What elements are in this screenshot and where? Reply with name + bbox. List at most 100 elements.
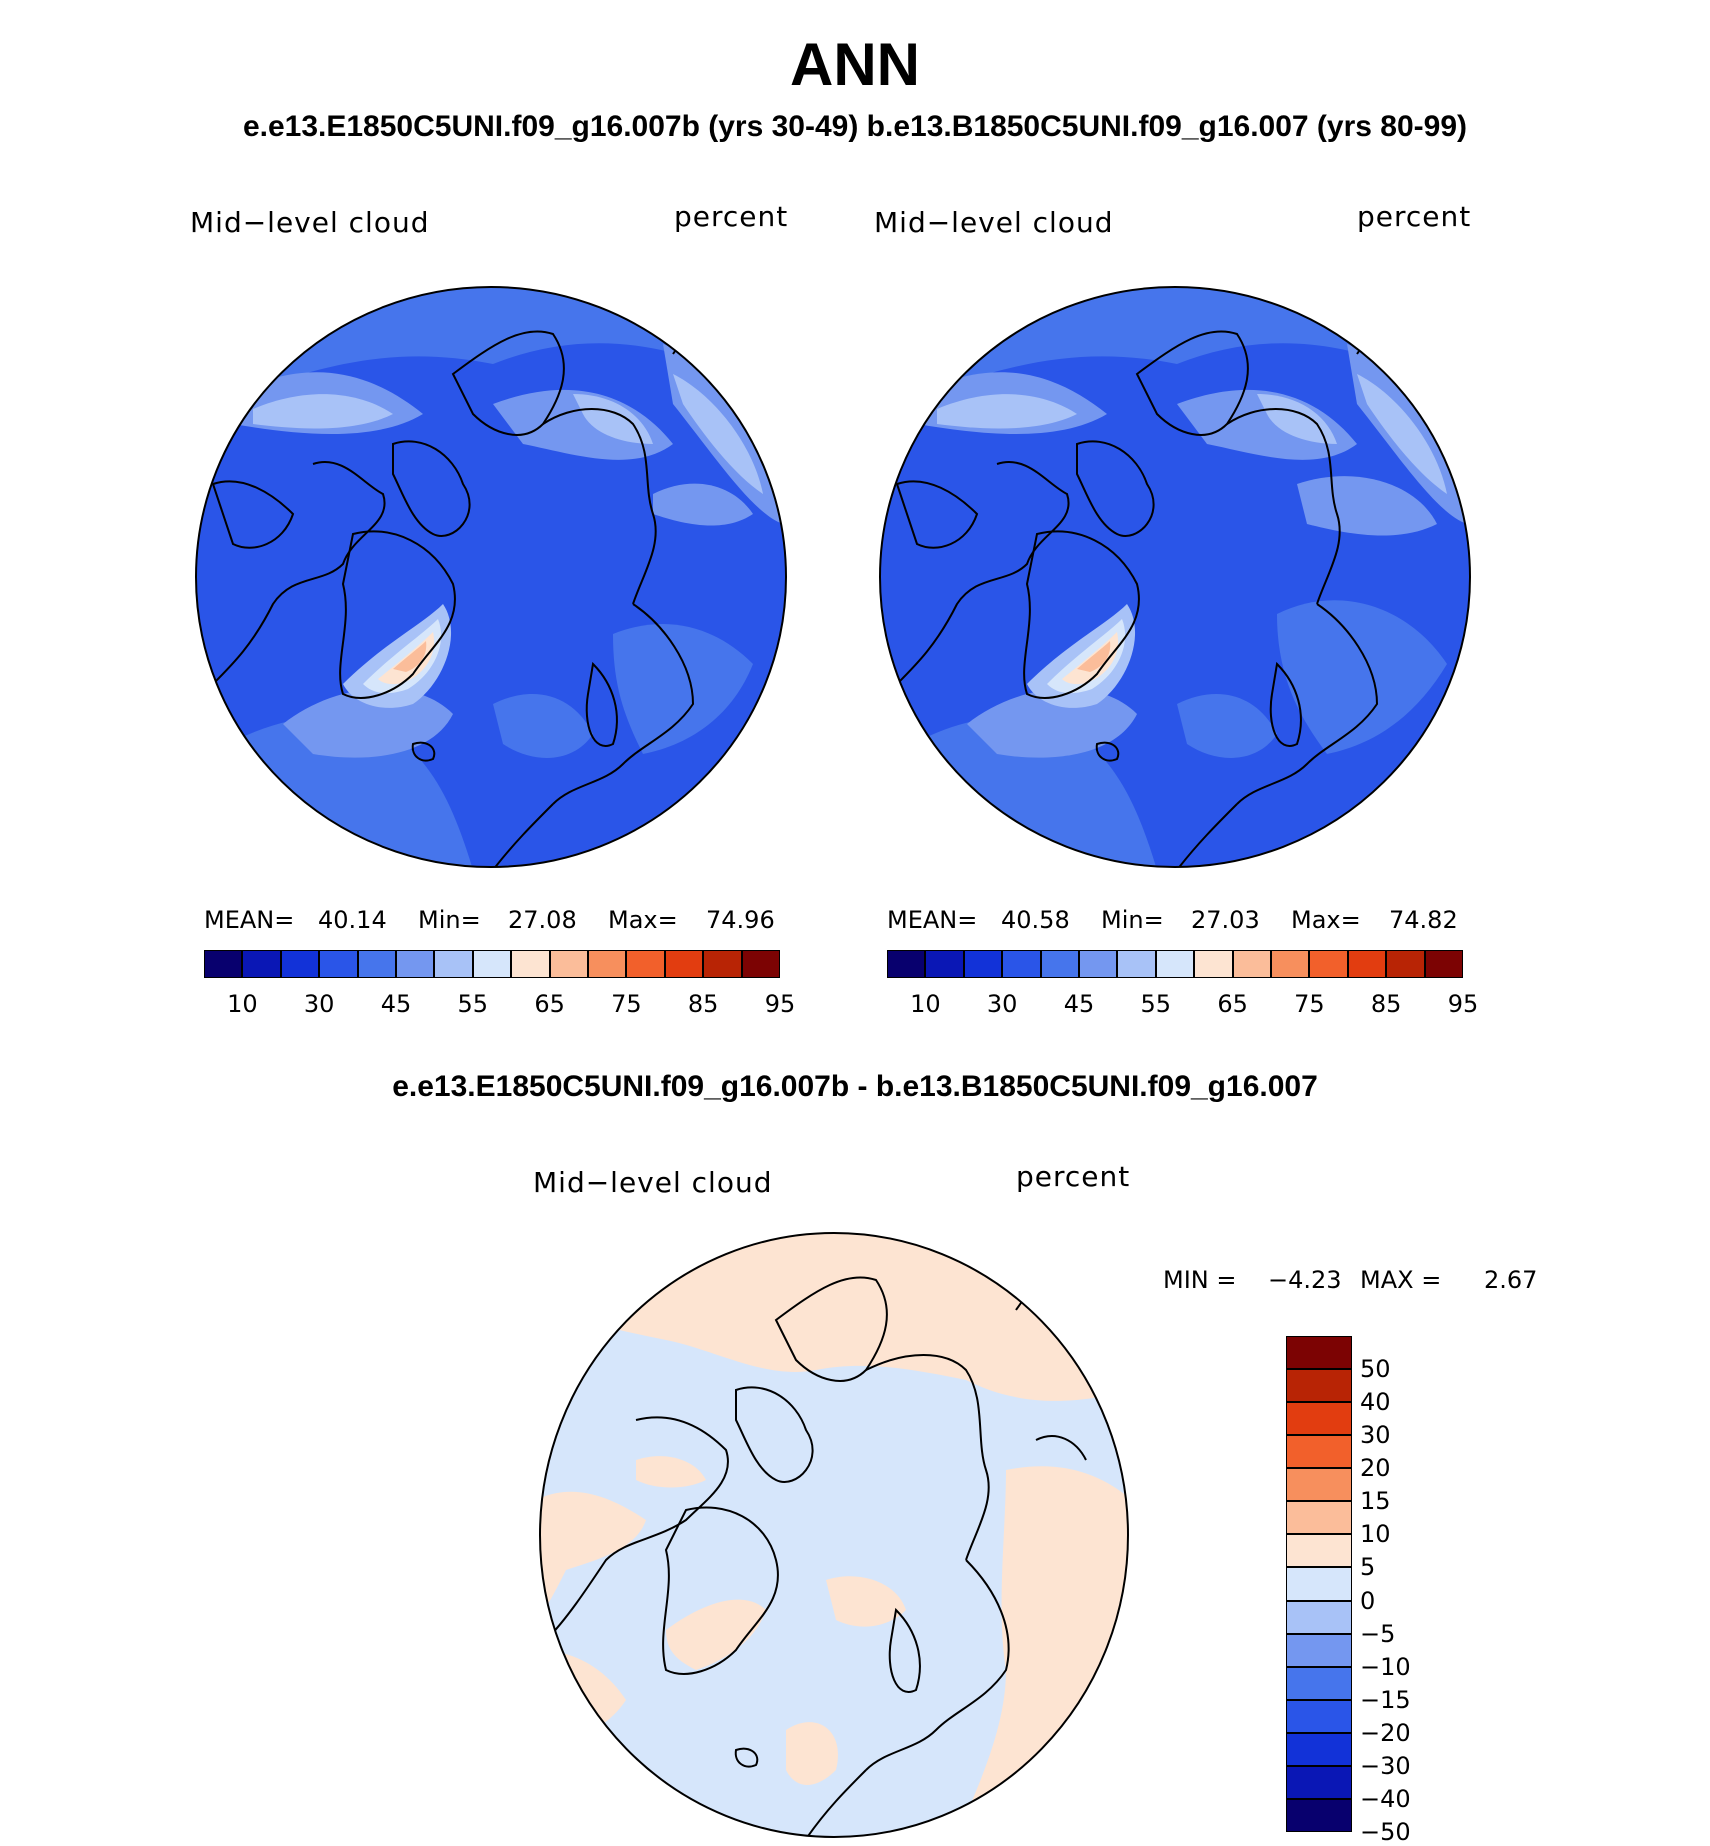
panel1-colorbar-swatch — [319, 950, 358, 978]
difference-colorbar-swatch — [1286, 1567, 1352, 1601]
panel1-max-value: 74.96 — [706, 906, 775, 934]
panel2-polar-map — [879, 286, 1471, 868]
panel1-colorbar-ticks: 10 30 45 55 65 75 85 95 — [204, 990, 795, 1020]
panel2-colorbar-tick-label: 85 — [1370, 990, 1402, 1018]
difference-colorbar-tick-label: 30 — [1360, 1421, 1391, 1450]
panel2-colorbar-swatch — [963, 950, 1003, 978]
panel2-colorbar-swatch — [1194, 950, 1233, 978]
difference-colorbar-tick-label: −40 — [1360, 1784, 1411, 1813]
panel1-max-label: Max= — [608, 906, 678, 934]
panel2-colorbar — [887, 950, 1463, 978]
difference-colorbar-swatch — [1286, 1369, 1352, 1403]
panel1-colorbar-tick-label: 10 — [227, 990, 258, 1018]
difference-colorbar-tick-label: −20 — [1360, 1718, 1411, 1747]
panel1-colorbar-tick-label: 55 — [457, 990, 489, 1018]
panel1-colorbar-tick-label: 45 — [380, 990, 412, 1018]
panel1-colorbar-swatch — [626, 950, 665, 978]
panel1-colorbar-tick-label: 75 — [611, 990, 642, 1018]
panel2-min-value: 27.03 — [1191, 906, 1260, 934]
difference-colorbar-tick-label: 10 — [1360, 1520, 1391, 1549]
difference-colorbar-swatch — [1286, 1765, 1352, 1799]
panel1-colorbar-swatch — [588, 950, 627, 978]
diff-min-value: −4.23 — [1268, 1266, 1342, 1294]
panel2-colorbar-swatch — [887, 950, 926, 978]
panel2-colorbar-swatch — [1347, 950, 1387, 978]
diff-max-value: 2.67 — [1484, 1266, 1538, 1294]
panel2-colorbar-swatch — [1117, 950, 1156, 978]
panel1-colorbar-swatch — [242, 950, 281, 978]
panel1-colorbar-swatch — [741, 950, 780, 978]
difference-colorbar-swatch — [1286, 1633, 1352, 1667]
panel1-mean-label: MEAN= — [204, 906, 295, 934]
panel2-colorbar-tick-label: 45 — [1063, 990, 1095, 1018]
panel2-mean-label: MEAN= — [887, 906, 978, 934]
difference-colorbar-tick-label: −30 — [1360, 1751, 1411, 1780]
panel1-colorbar-tick-label: 95 — [764, 990, 796, 1018]
difference-colorbar-tick-label: 40 — [1360, 1388, 1391, 1417]
difference-polar-map — [539, 1232, 1129, 1838]
difference-colorbar-tick-label: 20 — [1360, 1454, 1391, 1483]
difference-colorbar-swatch — [1286, 1402, 1352, 1436]
difference-colorbar-tick-label: −10 — [1360, 1652, 1411, 1681]
panel2-colorbar-tick-label: 10 — [910, 990, 941, 1018]
panel2-colorbar-ticks: 10 30 45 55 65 75 85 95 — [887, 990, 1478, 1020]
panel1-colorbar-tick-label: 85 — [687, 990, 719, 1018]
panel2-colorbar-tick-label: 75 — [1294, 990, 1325, 1018]
panel2-colorbar-swatch — [1002, 950, 1041, 978]
panel2-colorbar-swatch — [1155, 950, 1195, 978]
difference-colorbar-swatch — [1286, 1600, 1352, 1634]
panel1-units-label: percent — [674, 200, 789, 233]
panel1-mean-value: 40.14 — [318, 906, 387, 934]
difference-colorbar-swatch — [1286, 1336, 1352, 1370]
panel1-colorbar-swatch — [472, 950, 512, 978]
diff-min-label: MIN = — [1163, 1266, 1237, 1294]
difference-colorbar-swatch — [1286, 1699, 1352, 1733]
case-subtitle: e.e13.E1850C5UNI.f09_g16.007b (yrs 30-49… — [242, 110, 1468, 143]
panel1-polar-map — [195, 286, 787, 868]
difference-colorbar-tick-label: 5 — [1360, 1553, 1376, 1582]
panel1-colorbar-tick-label: 30 — [303, 990, 335, 1018]
panel2-units-label: percent — [1357, 200, 1472, 233]
difference-colorbar-swatch — [1286, 1798, 1352, 1832]
difference-title: e.e13.E1850C5UNI.f09_g16.007b - b.e13.B1… — [392, 1070, 1318, 1103]
difference-colorbar-tick-label: −50 — [1360, 1818, 1411, 1846]
panel1-colorbar-swatch — [357, 950, 396, 978]
page-title: ANN — [790, 31, 920, 98]
panel1-colorbar-swatch — [396, 950, 435, 978]
panel2-colorbar-swatch — [925, 950, 964, 978]
panel2-max-value: 74.82 — [1389, 906, 1458, 934]
panel1-colorbar-swatch — [511, 950, 550, 978]
panel2-colorbar-tick-label: 55 — [1140, 990, 1172, 1018]
difference-colorbar — [1286, 1336, 1352, 1832]
panel1-colorbar — [204, 950, 780, 978]
difference-colorbar-tick-label: 0 — [1360, 1586, 1376, 1615]
panel2-colorbar-swatch — [1386, 950, 1425, 978]
difference-colorbar-tick-label: 15 — [1360, 1487, 1391, 1516]
difference-colorbar-swatch — [1286, 1666, 1352, 1700]
diff-max-label: MAX = — [1360, 1266, 1442, 1294]
panel1-colorbar-swatch — [204, 950, 243, 978]
difference-colorbar-ticks: 50 40 30 20 15 10 5 0 −5 −10 −15 −20 −30 −40 −50 — [1360, 1336, 1460, 1846]
difference-colorbar-tick-label: −5 — [1360, 1619, 1396, 1648]
panel2-colorbar-swatch — [1040, 950, 1079, 978]
panel1-colorbar-swatch — [549, 950, 588, 978]
panel1-colorbar-tick-label: 65 — [534, 990, 565, 1018]
panel1-colorbar-swatch — [703, 950, 742, 978]
panel2-colorbar-swatch — [1079, 950, 1118, 978]
panel1-colorbar-swatch — [280, 950, 320, 978]
panel2-colorbar-swatch — [1424, 950, 1463, 978]
panel2-colorbar-swatch — [1232, 950, 1271, 978]
panel1-min-label: Min= — [418, 906, 481, 934]
diff-variable-label: Mid−level cloud — [533, 1166, 773, 1199]
difference-colorbar-swatch — [1286, 1468, 1352, 1502]
panel2-min-label: Min= — [1101, 906, 1164, 934]
difference-colorbar-tick-label: 50 — [1360, 1355, 1391, 1384]
difference-colorbar-tick-label: −15 — [1360, 1685, 1411, 1714]
panel2-variable-label: Mid−level cloud — [874, 206, 1114, 239]
panel2-max-label: Max= — [1291, 906, 1361, 934]
panel1-colorbar-swatch — [434, 950, 473, 978]
difference-colorbar-swatch — [1286, 1732, 1352, 1766]
panel2-colorbar-tick-label: 95 — [1447, 990, 1479, 1018]
panel2-colorbar-tick-label: 65 — [1217, 990, 1248, 1018]
diff-units-label: percent — [1016, 1160, 1131, 1193]
